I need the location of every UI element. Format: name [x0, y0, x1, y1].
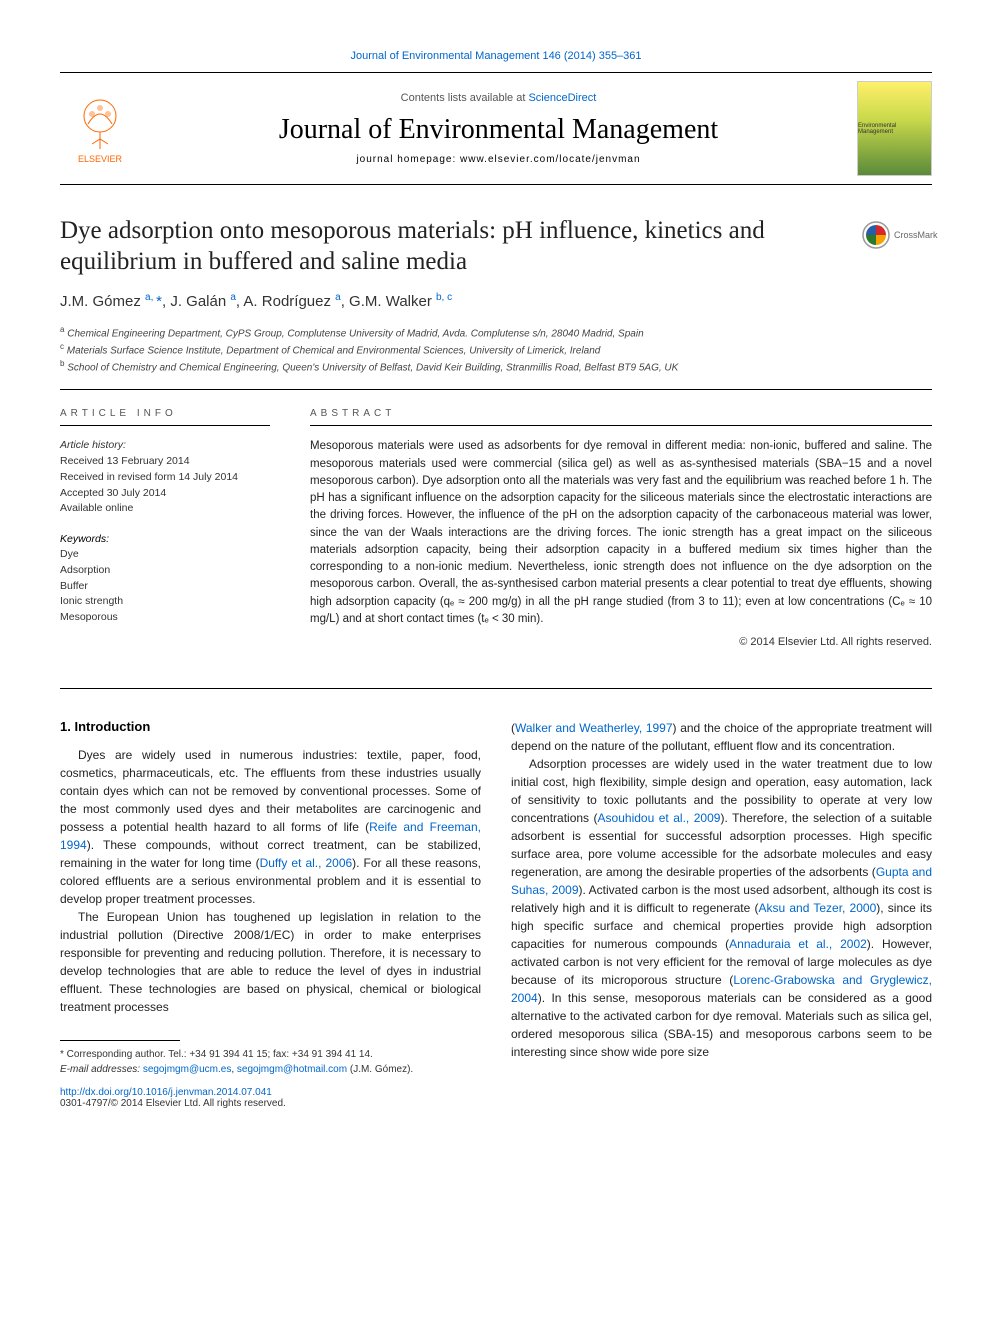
email-label: E-mail addresses: [60, 1064, 140, 1075]
abstract-column: ABSTRACT Mesoporous materials were used … [310, 408, 932, 648]
journal-homepage[interactable]: journal homepage: www.elsevier.com/locat… [150, 154, 847, 165]
journal-cover-thumb[interactable]: Environmental Management [857, 81, 932, 176]
issn-line: 0301-4797/© 2014 Elsevier Ltd. All right… [60, 1098, 481, 1109]
abstract-heading: ABSTRACT [310, 408, 932, 426]
contents-line: Contents lists available at ScienceDirec… [150, 92, 847, 104]
keywords-list: Dye Adsorption Buffer Ionic strength Mes… [60, 547, 270, 626]
article-history: Article history: Received 13 February 20… [60, 438, 270, 517]
journal-header: ELSEVIER Contents lists available at Sci… [60, 72, 932, 185]
article-info-column: ARTICLE INFO Article history: Received 1… [60, 408, 270, 648]
body-paragraph: Adsorption processes are widely used in … [511, 755, 932, 1061]
affiliations: a Chemical Engineering Department, CyPS … [60, 324, 932, 376]
authors-line: J.M. Gómez a, *, J. Galán a, A. Rodrígue… [60, 292, 932, 310]
contents-prefix: Contents lists available at [401, 92, 529, 104]
abstract-copyright: © 2014 Elsevier Ltd. All rights reserved… [310, 636, 932, 648]
body-column-right: (Walker and Weatherley, 1997) and the ch… [511, 719, 932, 1109]
citation-link[interactable]: Gupta and Suhas, 2009 [511, 865, 932, 897]
history-accepted: Accepted 30 July 2014 [60, 487, 166, 499]
citation-link[interactable]: Walker and Weatherley, 1997 [515, 721, 673, 735]
footnote-separator [60, 1040, 180, 1041]
journal-citation[interactable]: Journal of Environmental Management 146 … [60, 50, 932, 62]
crossmark-badge[interactable]: CrossMark [862, 215, 932, 255]
body-columns: 1. Introduction Dyes are widely used in … [60, 719, 932, 1109]
header-center: Contents lists available at ScienceDirec… [140, 92, 857, 165]
keyword: Adsorption [60, 564, 110, 576]
citation-link[interactable]: Annaduraia et al., 2002 [729, 937, 867, 951]
body-paragraph: (Walker and Weatherley, 1997) and the ch… [511, 719, 932, 755]
keyword: Ionic strength [60, 595, 123, 607]
sciencedirect-link[interactable]: ScienceDirect [528, 92, 596, 104]
article-title: Dye adsorption onto mesoporous materials… [60, 215, 852, 278]
keyword: Mesoporous [60, 611, 118, 623]
affiliation-b: School of Chemistry and Chemical Enginee… [67, 362, 678, 373]
citation-link[interactable]: Duffy et al., 2006 [260, 856, 353, 870]
history-received: Received 13 February 2014 [60, 455, 190, 467]
keyword: Buffer [60, 580, 88, 592]
citation-link[interactable]: Asouhidou et al., 2009 [598, 811, 721, 825]
divider [60, 688, 932, 689]
body-column-left: 1. Introduction Dyes are widely used in … [60, 719, 481, 1109]
elsevier-logo[interactable]: ELSEVIER [60, 84, 140, 174]
citation-link[interactable]: Reife and Freeman, 1994 [60, 820, 481, 852]
crossmark-label: CrossMark [894, 230, 938, 240]
affiliation-c: Materials Surface Science Institute, Dep… [67, 345, 601, 356]
corresponding-author: * Corresponding author. Tel.: +34 91 394… [60, 1047, 481, 1062]
abstract-text: Mesoporous materials were used as adsorb… [310, 438, 932, 628]
divider [60, 389, 932, 390]
citation-link[interactable]: Lorenc-Grabowska and Gryglewicz, 2004 [511, 973, 932, 1005]
body-paragraph: Dyes are widely used in numerous industr… [60, 746, 481, 908]
crossmark-icon [862, 221, 890, 249]
email-link[interactable]: segojmgm@ucm.es [143, 1064, 232, 1075]
affiliation-a: Chemical Engineering Department, CyPS Gr… [67, 328, 643, 339]
email-addresses: E-mail addresses: segojmgm@ucm.es, segoj… [60, 1062, 481, 1077]
journal-name: Journal of Environmental Management [150, 114, 847, 146]
history-revised: Received in revised form 14 July 2014 [60, 471, 238, 483]
keywords-label: Keywords: [60, 533, 270, 545]
email-suffix: (J.M. Gómez). [350, 1064, 413, 1075]
email-link[interactable]: segojmgm@hotmail.com [237, 1064, 347, 1075]
citation-link[interactable]: Aksu and Tezer, 2000 [758, 901, 876, 915]
history-label: Article history: [60, 439, 126, 451]
elsevier-tree-icon [70, 94, 130, 154]
history-online: Available online [60, 502, 133, 514]
section-heading: 1. Introduction [60, 719, 481, 734]
article-info-heading: ARTICLE INFO [60, 408, 270, 426]
publisher-label: ELSEVIER [78, 154, 122, 164]
body-paragraph: The European Union has toughened up legi… [60, 908, 481, 1016]
keyword: Dye [60, 548, 79, 560]
doi-link[interactable]: http://dx.doi.org/10.1016/j.jenvman.2014… [60, 1087, 481, 1098]
cover-text: Environmental Management [858, 123, 931, 135]
